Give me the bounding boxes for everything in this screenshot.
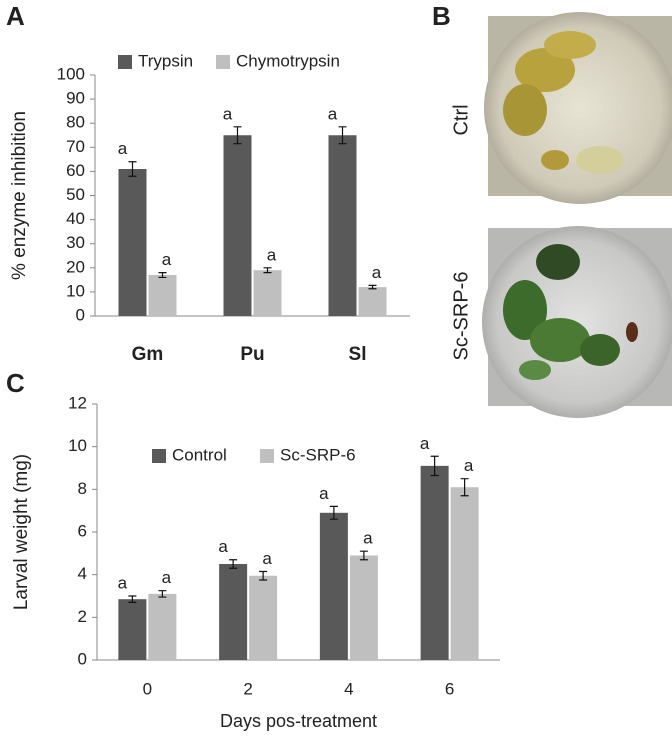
error-bar bbox=[259, 570, 268, 581]
error-bar bbox=[128, 161, 137, 177]
bar bbox=[319, 512, 348, 660]
y-axis-label: Larval weight (mg) bbox=[11, 454, 32, 610]
error-bar bbox=[233, 126, 242, 145]
y-tick-label: 20 bbox=[66, 257, 85, 276]
significance-label: a bbox=[363, 529, 373, 548]
bar bbox=[118, 599, 147, 660]
x-tick-label: Gm bbox=[132, 344, 164, 365]
panel-label: B bbox=[432, 1, 451, 31]
y-tick-label: 8 bbox=[78, 479, 87, 498]
bar bbox=[148, 593, 177, 660]
bar bbox=[148, 275, 177, 316]
significance-label: a bbox=[319, 484, 329, 503]
panel-label: C bbox=[6, 368, 25, 398]
bar bbox=[219, 564, 248, 660]
error-bar bbox=[338, 126, 347, 145]
x-tick-label: 0 bbox=[143, 679, 152, 698]
error-bar bbox=[158, 590, 167, 598]
significance-label: a bbox=[162, 250, 172, 269]
y-axis-label: % enzyme inhibition bbox=[9, 111, 30, 280]
x-tick-label: 6 bbox=[445, 679, 454, 698]
y-tick-label: 2 bbox=[78, 607, 87, 626]
legend-label: Sc-SRP-6 bbox=[280, 445, 356, 464]
significance-label: a bbox=[223, 104, 233, 123]
error-bar bbox=[368, 284, 377, 290]
y-tick-label: 0 bbox=[76, 305, 85, 324]
x-tick-label: Sl bbox=[349, 344, 367, 365]
legend-swatch bbox=[118, 55, 132, 69]
photo-treated bbox=[482, 226, 672, 418]
x-tick-label: 2 bbox=[243, 679, 252, 698]
y-tick-label: 4 bbox=[78, 564, 87, 583]
legend-label: Chymotrypsin bbox=[236, 51, 340, 70]
error-bar bbox=[128, 595, 137, 603]
y-tick-label: 70 bbox=[66, 137, 85, 156]
bar bbox=[253, 270, 282, 316]
error-bar bbox=[158, 272, 167, 279]
significance-label: a bbox=[464, 456, 474, 475]
y-tick-label: 10 bbox=[68, 436, 87, 455]
significance-label: a bbox=[262, 549, 272, 568]
significance-label: a bbox=[420, 434, 430, 453]
legend-label: Trypsin bbox=[138, 51, 193, 70]
y-tick-label: 50 bbox=[66, 185, 85, 204]
y-tick-label: 0 bbox=[78, 649, 87, 668]
y-tick-label: 90 bbox=[66, 89, 85, 108]
error-bar bbox=[460, 478, 469, 497]
y-tick-label: 10 bbox=[66, 281, 85, 300]
y-tick-label: 100 bbox=[57, 64, 85, 83]
error-bar bbox=[229, 559, 238, 569]
y-tick-label: 60 bbox=[66, 161, 85, 180]
legend-swatch bbox=[152, 449, 166, 463]
panel-label: A bbox=[6, 1, 25, 31]
significance-label: a bbox=[328, 104, 338, 123]
significance-label: a bbox=[162, 568, 172, 587]
x-tick-label: Pu bbox=[240, 344, 264, 365]
bar bbox=[358, 287, 387, 316]
x-tick-label: 4 bbox=[344, 679, 353, 698]
bar bbox=[349, 555, 378, 660]
bar bbox=[223, 135, 252, 316]
photo-label: Sc-SRP-6 bbox=[450, 272, 472, 361]
error-bar bbox=[329, 505, 338, 520]
y-tick-label: 12 bbox=[68, 393, 87, 412]
significance-label: a bbox=[118, 139, 128, 158]
bar bbox=[450, 487, 479, 660]
y-tick-label: 30 bbox=[66, 233, 85, 252]
y-tick-label: 80 bbox=[66, 113, 85, 132]
photo-label: Ctrl bbox=[450, 104, 472, 135]
legend-swatch bbox=[260, 449, 274, 463]
bar bbox=[420, 465, 449, 660]
legend-swatch bbox=[216, 55, 230, 69]
significance-label: a bbox=[118, 573, 128, 592]
significance-label: a bbox=[372, 263, 382, 282]
error-bar bbox=[359, 550, 368, 561]
bar bbox=[118, 168, 147, 316]
bar bbox=[249, 575, 278, 660]
y-tick-label: 6 bbox=[78, 521, 87, 540]
x-axis-label: Days pos-treatment bbox=[220, 711, 377, 731]
legend-label: Control bbox=[172, 445, 227, 464]
error-bar bbox=[430, 455, 439, 477]
error-bar bbox=[263, 267, 272, 274]
bar bbox=[328, 135, 357, 316]
significance-label: a bbox=[267, 245, 277, 264]
y-tick-label: 40 bbox=[66, 209, 85, 228]
photo-ctrl bbox=[484, 12, 672, 204]
significance-label: a bbox=[218, 537, 228, 556]
